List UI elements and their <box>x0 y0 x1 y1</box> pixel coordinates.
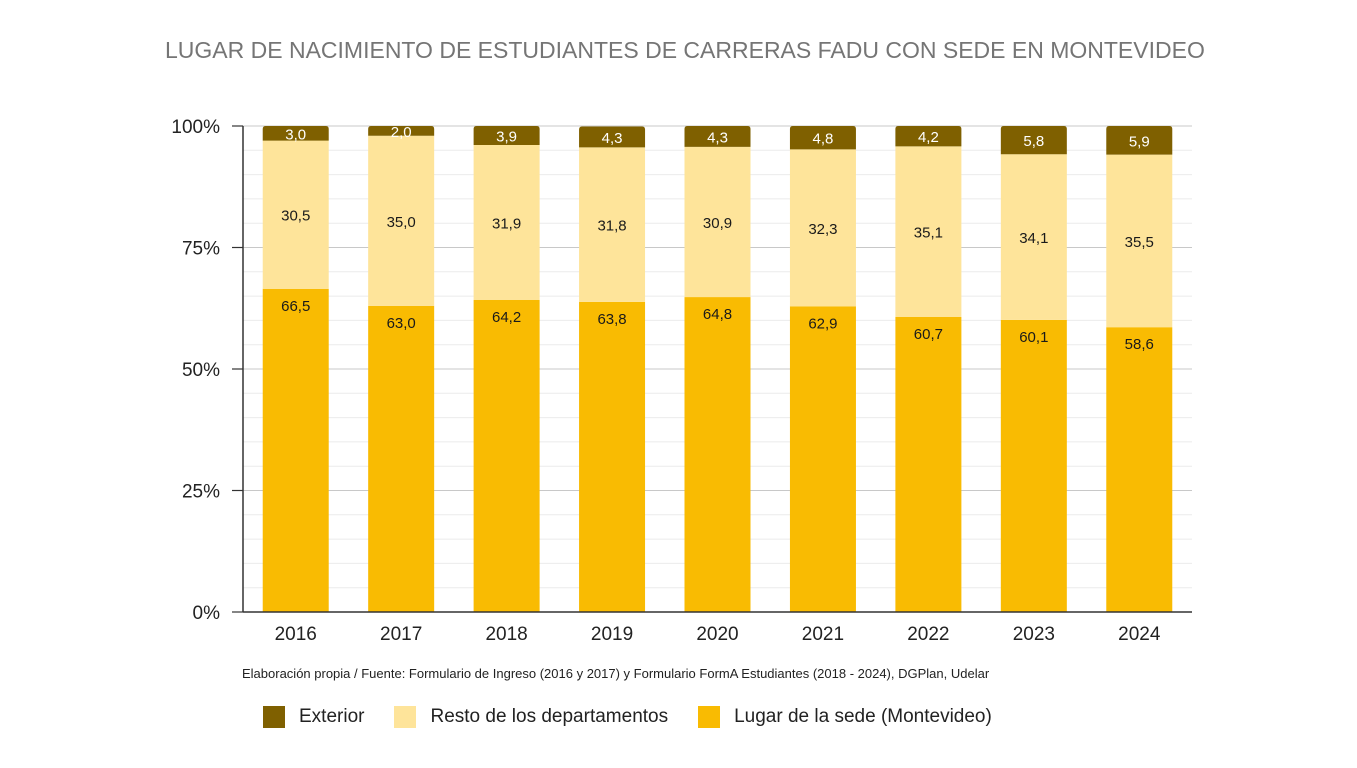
stacked-bar-chart: 0% 25% 50% 75% 100% 66,5 30,5 3,0 2016 63,0 35,0 2,… <box>171 117 1192 645</box>
x-tick-label: 2018 <box>485 624 527 645</box>
legend-label: Lugar de la sede (Montevideo) <box>734 706 992 727</box>
bar-segment <box>579 126 646 148</box>
bar-data-label: 3,9 <box>496 128 517 145</box>
x-tick-label: 2017 <box>380 624 422 645</box>
bar-data-label: 2,0 <box>391 124 412 141</box>
bar-segment <box>684 297 751 612</box>
legend-label: Exterior <box>299 706 365 727</box>
bar-segment <box>789 149 856 307</box>
bar-segment <box>684 146 751 298</box>
bar-data-label: 58,6 <box>1125 336 1154 353</box>
x-tick-label: 2019 <box>591 624 633 645</box>
legend-swatch <box>394 706 417 728</box>
y-tick-label: 75% <box>182 239 220 260</box>
legend-item: Exterior <box>263 706 364 728</box>
y-tick-label: 50% <box>182 360 220 381</box>
legend-swatch <box>698 706 721 728</box>
bar-segment <box>1106 154 1173 328</box>
bar-segment <box>473 144 540 300</box>
bar-data-label: 30,5 <box>281 208 310 225</box>
legend: Exterior Resto de los departamentos Lugar … <box>263 706 1022 728</box>
bar-segment <box>473 126 540 145</box>
bar-segment <box>368 305 435 612</box>
bar-data-label: 31,9 <box>492 215 521 232</box>
bar-segment <box>579 147 646 302</box>
x-tick-label: 2020 <box>696 624 738 645</box>
bar-segment <box>579 301 646 612</box>
bar-segment <box>1106 327 1173 612</box>
bar-segment <box>262 288 329 612</box>
source-note: Elaboración propia / Fuente: Formulario … <box>242 666 990 681</box>
bar-segment <box>895 126 962 147</box>
bar-data-label: 35,5 <box>1125 234 1154 251</box>
x-tick-label: 2021 <box>802 624 844 645</box>
bar-data-label: 60,7 <box>914 326 943 343</box>
bar-segment <box>473 299 540 612</box>
bar-segment <box>1106 126 1173 155</box>
bar-segment <box>789 126 856 150</box>
x-tick-label: 2023 <box>1013 624 1055 645</box>
legend-swatch <box>263 706 285 728</box>
bar-segment <box>262 140 329 289</box>
bar-data-label: 62,9 <box>808 315 837 332</box>
bar-segment <box>1000 126 1067 155</box>
bar-segment <box>789 306 856 612</box>
bar-data-label: 4,3 <box>707 129 728 146</box>
bar-data-label: 60,1 <box>1019 329 1048 346</box>
bar-data-label: 4,3 <box>602 130 623 147</box>
bar-data-label: 35,0 <box>387 214 416 231</box>
legend-label: Resto de los departamentos <box>430 706 669 727</box>
legend-item: Resto de los departamentos <box>394 706 668 728</box>
bar-data-label: 5,8 <box>1023 133 1044 150</box>
bar-data-label: 64,8 <box>703 306 732 323</box>
bar-data-label: 63,8 <box>597 311 626 328</box>
bar-segment <box>895 316 962 612</box>
legend-item: Lugar de la sede (Montevideo) <box>698 706 992 728</box>
chart-title: LUGAR DE NACIMIENTO DE ESTUDIANTES DE CA… <box>165 37 1205 63</box>
bar-segment <box>368 135 435 306</box>
bar-segment <box>1000 154 1067 320</box>
bar-segment <box>895 146 962 317</box>
bar-data-label: 64,2 <box>492 309 521 326</box>
y-tick-label: 0% <box>193 603 221 624</box>
y-tick-label: 100% <box>171 117 220 138</box>
bar-segment <box>1000 319 1067 612</box>
y-tick-label: 25% <box>182 482 220 503</box>
bar-data-label: 34,1 <box>1019 230 1048 247</box>
bar-data-label: 3,0 <box>285 126 306 143</box>
bar-data-label: 66,5 <box>281 298 310 315</box>
bar-data-label: 35,1 <box>914 225 943 242</box>
bar-data-label: 31,8 <box>597 218 626 235</box>
bar-data-label: 30,9 <box>703 215 732 232</box>
bar-data-label: 4,2 <box>918 129 939 146</box>
bar-segment <box>262 126 329 141</box>
bar-data-label: 5,9 <box>1129 133 1150 150</box>
x-tick-label: 2022 <box>907 624 949 645</box>
bar-segment <box>368 126 435 136</box>
bar-segment <box>684 126 751 147</box>
x-tick-label: 2016 <box>275 624 317 645</box>
bar-data-label: 32,3 <box>808 221 837 238</box>
x-tick-label: 2024 <box>1118 624 1161 645</box>
bar-data-label: 4,8 <box>813 131 834 148</box>
bar-data-label: 63,0 <box>387 315 416 332</box>
